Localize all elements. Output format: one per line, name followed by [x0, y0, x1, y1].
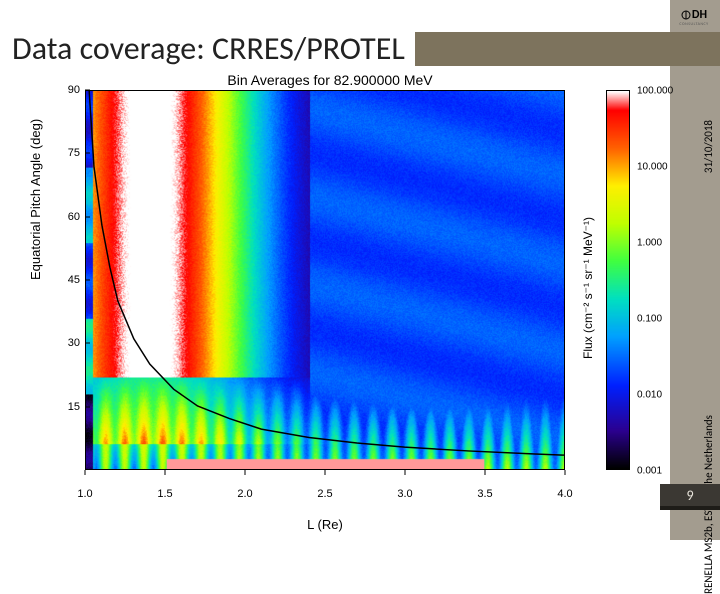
colorbar-label: Flux (cm⁻² s⁻¹ sr⁻¹ MeV⁻¹)	[581, 217, 595, 359]
logo-icon	[681, 10, 691, 20]
slide-title: Data coverage: CRRES/PROTEL	[0, 30, 415, 68]
y-tick: 30	[54, 337, 80, 349]
colorbar-tick: 0.100	[637, 314, 662, 325]
heatmap-canvas	[86, 91, 564, 469]
colorbar-tick: 0.001	[637, 466, 662, 477]
heatmap-plot	[85, 90, 565, 470]
x-tick: 2.0	[237, 488, 252, 500]
colorbar-tick: 100.000	[637, 86, 673, 97]
x-tick: 2.5	[317, 488, 332, 500]
x-axis-label: L (Re)	[85, 517, 565, 532]
page-number: 9	[660, 484, 720, 510]
x-tick: 1.5	[157, 488, 172, 500]
x-tick: 3.0	[397, 488, 412, 500]
x-tick: 3.5	[477, 488, 492, 500]
y-tick: 60	[54, 211, 80, 223]
y-tick: 45	[54, 274, 80, 286]
chart-title: Bin Averages for 82.900000 MeV	[0, 72, 660, 88]
logo-subtitle: CONSULTANCY	[679, 22, 708, 27]
x-tick: 1.0	[77, 488, 92, 500]
colorbar-tick: 1.000	[637, 238, 662, 249]
company-logo: DH CONSULTANCY	[674, 6, 714, 28]
x-tick: 4.0	[557, 488, 572, 500]
colorbar: Flux (cm⁻² s⁻¹ sr⁻¹ MeV⁻¹) 100.00010.000…	[606, 90, 630, 470]
y-axis-label: Equatorial Pitch Angle (deg)	[28, 119, 43, 280]
colorbar-tick: 0.010	[637, 390, 662, 401]
title-bar: Data coverage: CRRES/PROTEL	[0, 30, 720, 68]
colorbar-tick: 10.000	[637, 162, 668, 173]
colorbar-canvas	[607, 91, 629, 469]
y-tick: 90	[54, 84, 80, 96]
slide-date: 31/10/2018	[702, 120, 715, 173]
y-tick: 15	[54, 401, 80, 413]
logo-initials: DH	[681, 8, 707, 22]
y-tick: 75	[54, 147, 80, 159]
